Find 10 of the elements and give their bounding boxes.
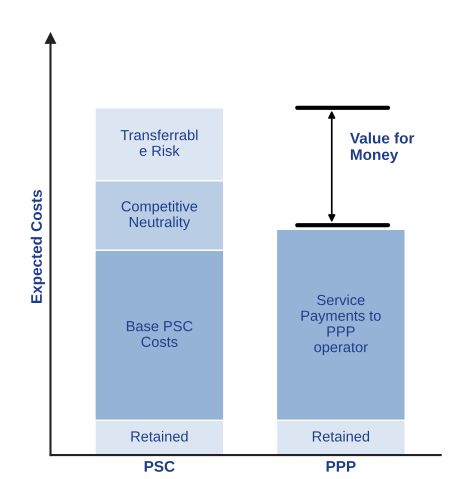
y-axis-title: Expected Costs bbox=[30, 190, 45, 303]
text: Retained bbox=[312, 430, 370, 442]
annotation: Value for Money bbox=[350, 132, 414, 164]
series-label: Base PSC Costs bbox=[126, 320, 192, 348]
series-label: Service Payments to PPP operator bbox=[302, 294, 381, 356]
series-label: Transferrabl e Risk bbox=[120, 130, 198, 156]
series-label: Competitive Neutrality bbox=[122, 200, 198, 230]
series-label: Retained bbox=[131, 430, 188, 442]
x-tick-label: PPP bbox=[326, 461, 356, 472]
x-tick-label: PSC bbox=[144, 461, 175, 472]
